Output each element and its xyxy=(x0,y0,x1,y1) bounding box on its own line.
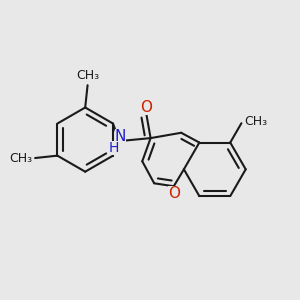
Text: CH₃: CH₃ xyxy=(10,152,33,164)
Text: N: N xyxy=(115,129,126,144)
Text: O: O xyxy=(140,100,152,115)
Text: H: H xyxy=(109,141,119,154)
Text: CH₃: CH₃ xyxy=(76,69,99,82)
Text: CH₃: CH₃ xyxy=(244,115,267,128)
Text: O: O xyxy=(168,186,180,201)
